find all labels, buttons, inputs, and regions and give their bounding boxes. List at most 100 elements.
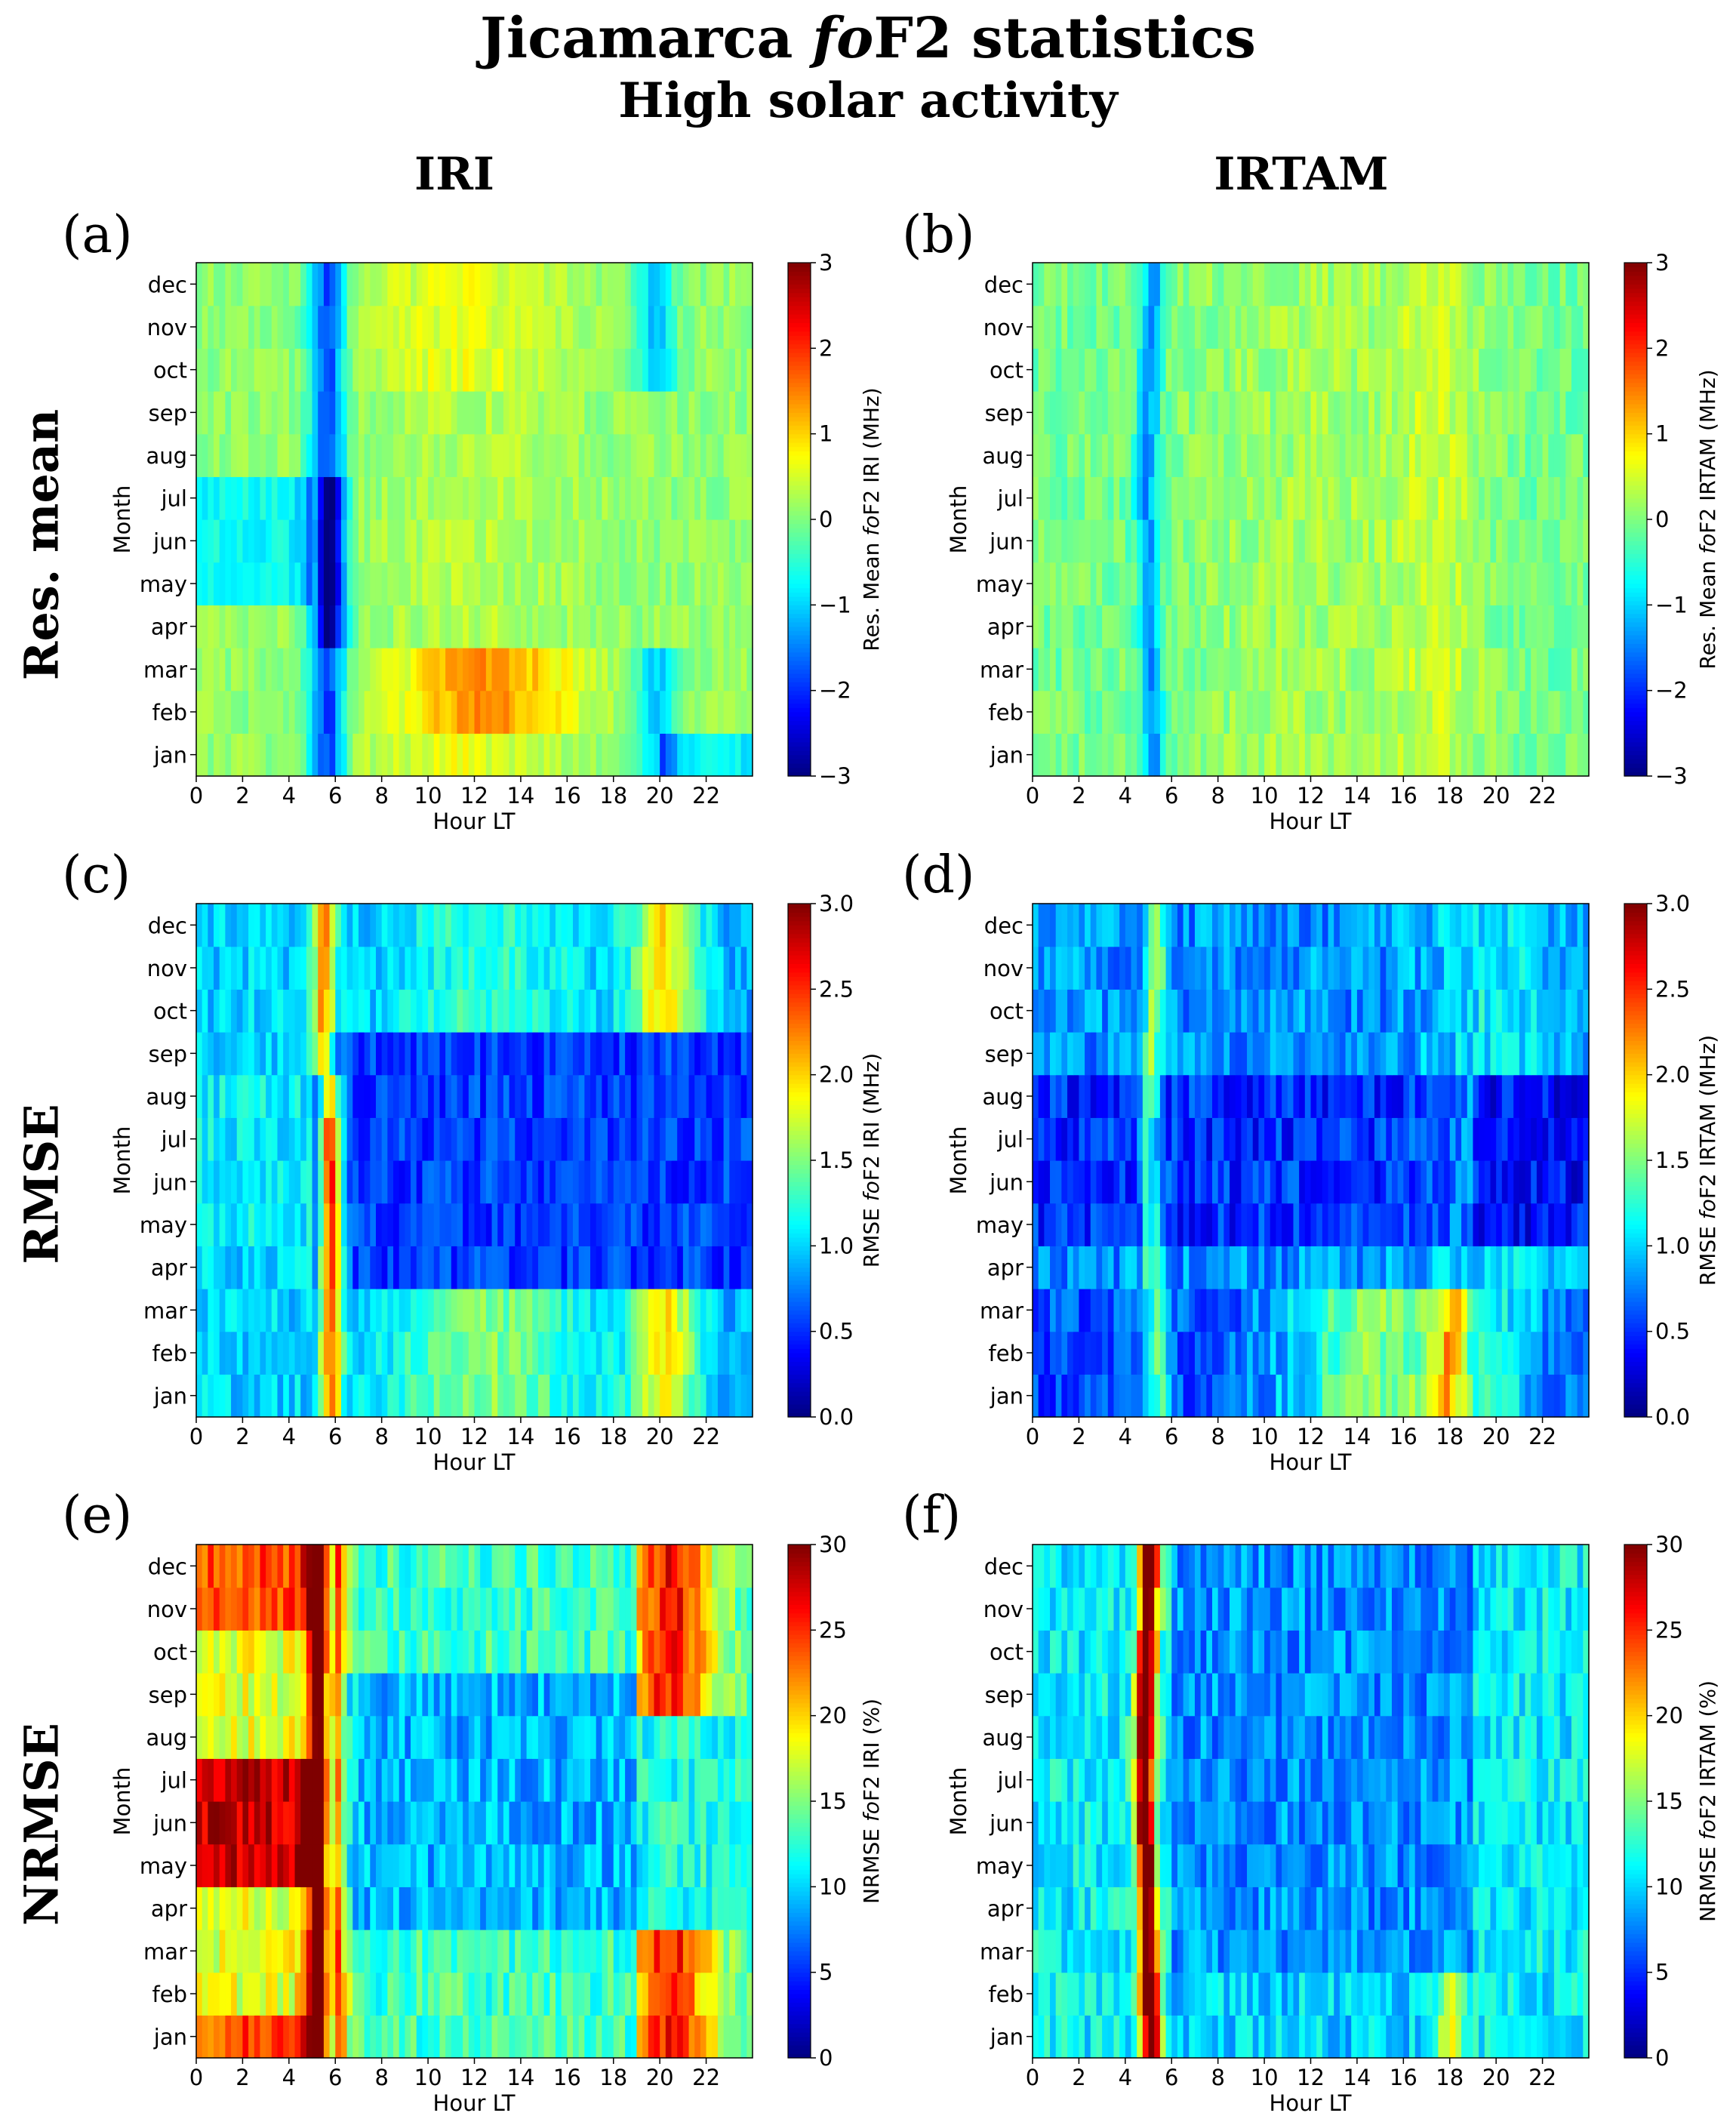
heatmap-cell	[1397, 648, 1404, 691]
heatmap-cell	[503, 305, 510, 349]
heatmap-cell	[1252, 1203, 1260, 1246]
heatmap-cell	[1414, 263, 1421, 306]
heatmap-cell	[1241, 1331, 1248, 1375]
heatmap-cell	[1293, 1032, 1300, 1076]
heatmap-cell	[746, 1289, 753, 1332]
heatmap-cell	[463, 648, 469, 691]
heatmap-cell	[1258, 1032, 1265, 1076]
heatmap-cell	[1107, 1289, 1115, 1332]
colorbar-segment	[788, 1177, 811, 1182]
heatmap-cell	[329, 433, 336, 477]
heatmap-cell	[642, 519, 649, 563]
heatmap-cell	[288, 433, 296, 477]
heatmap-cell	[729, 433, 736, 477]
heatmap-cell	[1427, 562, 1433, 605]
heatmap-cell	[416, 1374, 423, 1418]
heatmap-cell	[1380, 1074, 1387, 1118]
heatmap-cell	[648, 1331, 655, 1375]
heatmap-cell	[515, 648, 522, 691]
heatmap-cell	[1119, 476, 1126, 520]
heatmap-cell	[1055, 1203, 1062, 1246]
heatmap-cell	[1571, 1331, 1578, 1375]
heatmap-cell	[219, 1331, 226, 1375]
heatmap-cell	[1525, 391, 1531, 435]
heatmap-cell	[608, 562, 614, 605]
colorbar-segment	[788, 541, 811, 546]
colorbar-segment	[788, 1228, 811, 1234]
heatmap-cell	[717, 433, 725, 477]
heatmap-cell	[1368, 1160, 1375, 1204]
heatmap-cell	[411, 433, 417, 477]
heatmap-cell	[202, 305, 208, 349]
heatmap-cell	[399, 562, 405, 605]
heatmap-cell	[1542, 305, 1549, 349]
heatmap-cell	[688, 1246, 695, 1289]
heatmap-cell	[1159, 391, 1167, 435]
heatmap-cell	[665, 562, 673, 605]
heatmap-cell	[1351, 1160, 1358, 1204]
heatmap-cell	[503, 348, 510, 392]
colorbar-segment	[788, 438, 811, 443]
colorbar-segment	[788, 1066, 811, 1071]
heatmap-cell	[1351, 733, 1358, 777]
heatmap-cell	[1501, 391, 1509, 435]
heatmap-cell	[1571, 648, 1578, 691]
heatmap-cell	[1200, 391, 1207, 435]
heatmap-cell	[196, 946, 203, 990]
colorbar-segment	[788, 635, 811, 640]
heatmap-cell	[294, 348, 301, 392]
heatmap-cell	[740, 1331, 747, 1375]
heatmap-cell	[416, 1246, 423, 1289]
heatmap-cell	[654, 476, 660, 520]
heatmap-cell	[1142, 1074, 1150, 1118]
heatmap-cell	[1264, 1203, 1271, 1246]
heatmap-cell	[1252, 989, 1260, 1033]
heatmap-cell	[682, 1374, 690, 1418]
heatmap-cell	[370, 263, 377, 306]
heatmap-cell	[1304, 476, 1312, 520]
heatmap-cell	[300, 433, 307, 477]
heatmap-cell	[1299, 1160, 1306, 1204]
heatmap-cell	[411, 1074, 417, 1118]
heatmap-cell	[202, 433, 208, 477]
heatmap-cell	[729, 1203, 736, 1246]
heatmap-cell	[1374, 433, 1381, 477]
heatmap-cell	[271, 348, 279, 392]
heatmap-cell	[642, 1203, 649, 1246]
heatmap-cell	[746, 605, 753, 648]
heatmap-cell	[242, 305, 249, 349]
colorbar-segment	[788, 1203, 811, 1208]
heatmap-cell	[1247, 263, 1254, 306]
heatmap-cell	[463, 1331, 469, 1375]
heatmap-cell	[619, 305, 626, 349]
heatmap-cell	[283, 946, 290, 990]
heatmap-cell	[1513, 1203, 1520, 1246]
heatmap-cell	[329, 989, 336, 1033]
heatmap-cell	[439, 391, 446, 435]
heatmap-cell	[619, 1117, 626, 1161]
heatmap-cell	[1397, 690, 1404, 734]
heatmap-cell	[1339, 433, 1347, 477]
heatmap-cell	[1230, 690, 1236, 734]
heatmap-cell	[457, 1289, 463, 1332]
heatmap-cell	[526, 476, 533, 520]
heatmap-cell	[1038, 263, 1045, 306]
heatmap-cell	[1079, 989, 1085, 1033]
heatmap-cell	[312, 1374, 319, 1418]
heatmap-cell	[416, 348, 423, 392]
heatmap-cell	[1102, 1331, 1109, 1375]
heatmap-cell	[306, 1074, 313, 1118]
heatmap-cell	[260, 348, 266, 392]
heatmap-cell	[248, 519, 255, 563]
heatmap-cell	[573, 1074, 580, 1118]
heatmap-cell	[1351, 1032, 1358, 1076]
heatmap-cell	[1403, 733, 1410, 777]
colorbar-segment	[788, 733, 811, 738]
heatmap-cell	[608, 946, 614, 990]
heatmap-cell	[503, 391, 510, 435]
heatmap-cell	[723, 433, 730, 477]
y-tick-label: aug	[146, 443, 187, 469]
heatmap-cell	[1548, 263, 1555, 306]
heatmap-cell	[1374, 605, 1381, 648]
heatmap-cell	[1113, 562, 1120, 605]
